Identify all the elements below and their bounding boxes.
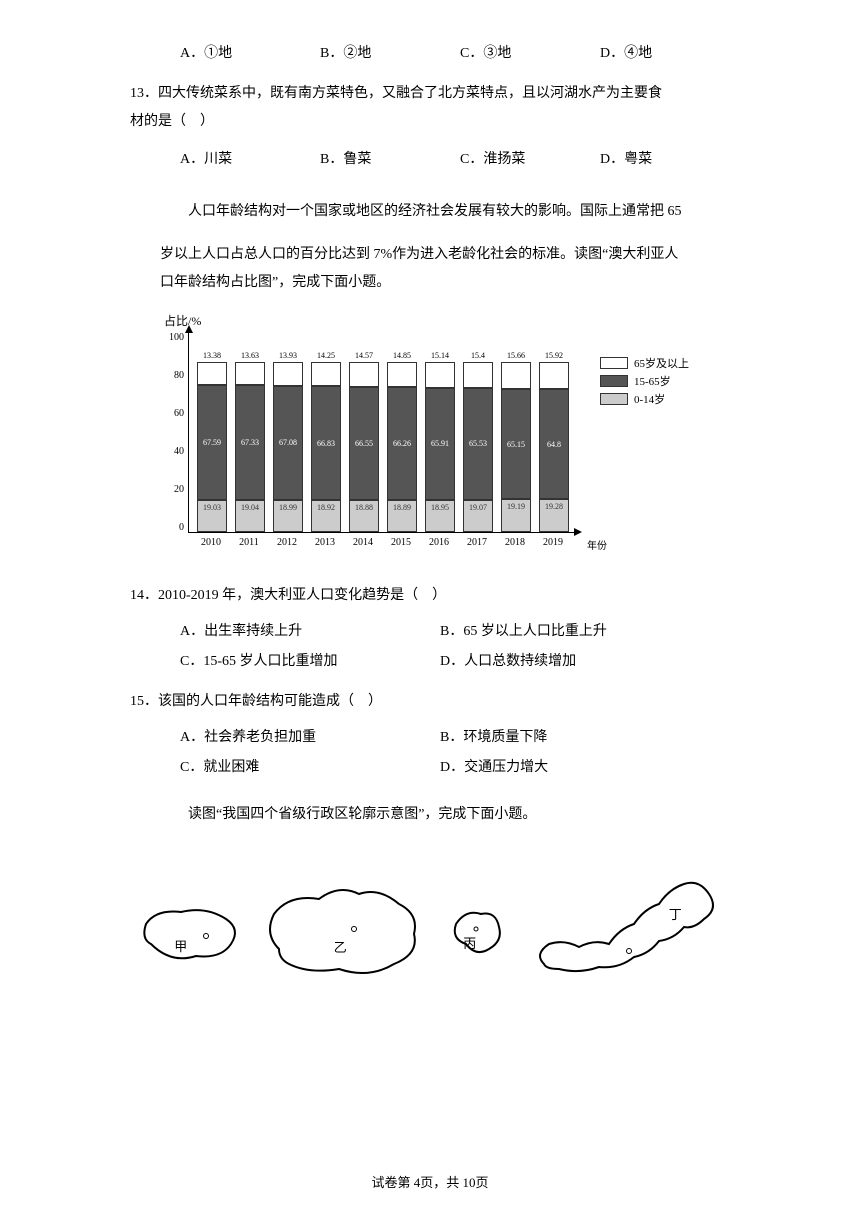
- q13-options: A．川菜 B．鲁菜 C．淮扬菜 D．粤菜: [60, 148, 800, 168]
- chart-legend: 65岁及以上 15-65岁 0-14岁: [600, 353, 689, 409]
- q13-a: A．川菜: [180, 148, 320, 168]
- y-axis-label: 占比/%: [160, 312, 680, 329]
- q15-d: D．交通压力增大: [440, 756, 548, 776]
- q13-d: D．粤菜: [600, 148, 740, 168]
- q13-text: 13．四大传统菜系中，既有南方菜特色，又融合了北方菜特点，且以河湖水产为主要食: [60, 80, 800, 108]
- passage1-l3: 口年龄结构占比图”，完成下面小题。: [60, 269, 800, 297]
- chart-bars: 65岁及以上 15-65岁 0-14岁 19.0367.5913.3819.04…: [188, 333, 574, 533]
- q12-d: D．④地: [600, 42, 740, 62]
- q15-b: B．环境质量下降: [440, 726, 547, 746]
- q14-c: C．15-65 岁人口比重增加: [180, 650, 440, 670]
- age-structure-chart: 占比/% 100 80 60 40 20 0 65岁及以上 15-65岁 0-1…: [160, 312, 680, 552]
- passage2: 读图“我国四个省级行政区轮廓示意图”，完成下面小题。: [60, 801, 800, 829]
- q13-cont: 材的是（ ）: [60, 108, 800, 136]
- q12-b: B．②地: [320, 42, 460, 62]
- q15-row1: A．社会养老负担加重 B．环境质量下降: [60, 726, 800, 746]
- province-maps: 甲 乙 丙 丁: [130, 859, 730, 1009]
- q12-a: A．①地: [180, 42, 320, 62]
- map-jia: 甲: [136, 894, 246, 974]
- q12-c: C．③地: [460, 42, 600, 62]
- q13-c: C．淮扬菜: [460, 148, 600, 168]
- q14-row1: A．出生率持续上升 B．65 岁以上人口比重上升: [60, 620, 800, 640]
- q13-b: B．鲁菜: [320, 148, 460, 168]
- q14-a: A．出生率持续上升: [180, 620, 440, 640]
- q15-a: A．社会养老负担加重: [180, 726, 440, 746]
- q15-text: 15．该国的人口年龄结构可能造成（ ）: [60, 688, 800, 716]
- q15-c: C．就业困难: [180, 756, 440, 776]
- q14-text: 14．2010-2019 年，澳大利亚人口变化趋势是（ ）: [60, 582, 800, 610]
- y-axis-ticks: 100 80 60 40 20 0: [160, 333, 188, 533]
- y-axis-arrow-icon: [185, 325, 193, 333]
- map-ding: 丁: [524, 869, 724, 999]
- q15-row2: C．就业困难 D．交通压力增大: [60, 756, 800, 776]
- passage1-l2: 岁以上人口占总人口的百分比达到 7%作为进入老龄化社会的标准。读图“澳大利亚人: [60, 241, 800, 269]
- map-yi: 乙: [259, 879, 429, 989]
- q12-options: A．①地 B．②地 C．③地 D．④地: [60, 42, 800, 62]
- map-bing: 丙: [441, 899, 511, 969]
- q14-row2: C．15-65 岁人口比重增加 D．人口总数持续增加: [60, 650, 800, 670]
- q14-d: D．人口总数持续增加: [440, 650, 576, 670]
- x-axis-arrow-icon: [574, 528, 582, 536]
- passage1-l1: 人口年龄结构对一个国家或地区的经济社会发展有较大的影响。国际上通常把 65: [60, 198, 800, 226]
- page-footer: 试卷第 4页，共 10页: [0, 1172, 860, 1191]
- q14-b: B．65 岁以上人口比重上升: [440, 620, 607, 640]
- x-axis-label: 年份: [582, 537, 612, 552]
